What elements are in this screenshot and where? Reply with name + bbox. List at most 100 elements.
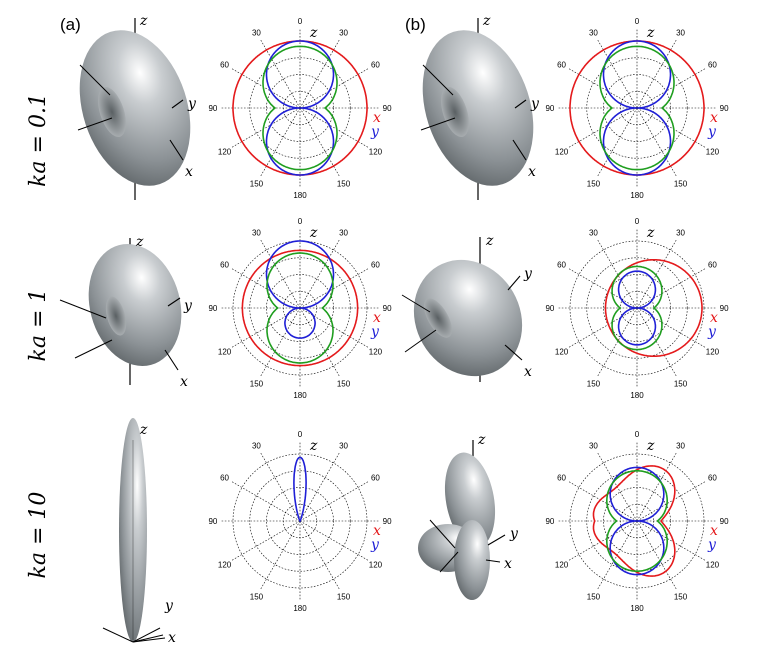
polar-grid-spoke — [636, 107, 677, 177]
polar-angle-label: 30 — [589, 442, 598, 451]
polar-angle-label: 30 — [339, 442, 348, 451]
polar-z-label: z — [646, 438, 655, 454]
polar-grid-spoke — [568, 481, 638, 522]
polar-series-z — [606, 470, 668, 573]
polar-grid-spoke — [260, 307, 301, 377]
polar-angle-label: 150 — [250, 179, 264, 188]
svg-text:y: y — [530, 96, 540, 112]
polar-angle-label: 90 — [383, 104, 392, 113]
polar-angle-label: 60 — [220, 60, 229, 69]
polar-angle-label: 90 — [208, 304, 217, 313]
polar-angle-label: 30 — [339, 229, 348, 238]
polar-grid-ring — [586, 470, 688, 572]
polar-angle-label: 60 — [220, 260, 229, 269]
polar-grid-spoke — [231, 307, 301, 348]
polar-angle-label: 90 — [383, 304, 392, 313]
polar-grid-spoke — [231, 107, 301, 148]
polar-plot-b-ka1: 0 30 30 60 60 90 90 120 120 150 150 180 z xy — [545, 217, 729, 400]
row-label-ka10: ka = 10 — [26, 492, 51, 579]
polar-angle-label: 0 — [298, 17, 303, 26]
polar-angle-label: 90 — [720, 517, 729, 526]
polar-series-x — [241, 249, 359, 367]
polar-grid-spoke — [260, 520, 301, 590]
svg-text:z: z — [482, 13, 491, 29]
polar-grid-spoke — [299, 481, 369, 522]
polar-y-label: y — [707, 324, 717, 340]
polar-grid-spoke — [568, 307, 638, 348]
polar-angle-label: 90 — [545, 104, 554, 113]
polar-grid-ring — [586, 57, 688, 159]
polar-angle-label: 60 — [220, 473, 229, 482]
polar-plot-a-ka10: 0 30 30 60 60 90 90 120 120 150 150 180 z xy — [208, 430, 392, 613]
polar-series-y — [293, 456, 307, 522]
svg-text:y: y — [183, 298, 193, 314]
polar-series-x — [592, 465, 676, 577]
svg-text:x: x — [504, 556, 512, 572]
polar-grid-ring — [569, 453, 705, 589]
polar-plot-b-ka10: 0 30 30 60 60 90 90 120 120 150 150 180 z xy — [545, 430, 729, 613]
svg-text:x: x — [524, 364, 532, 380]
polar-y-label: y — [707, 124, 717, 140]
svg-text:z: z — [139, 13, 148, 29]
polar-grid-spoke — [597, 239, 638, 309]
polar-angle-label: 180 — [630, 391, 644, 400]
polar-z-label: z — [309, 25, 318, 41]
polar-grid-spoke — [231, 481, 301, 522]
polar-z-label: z — [309, 225, 318, 241]
polar-angle-label: 120 — [555, 148, 569, 157]
surface-b-ka01: z y x — [420, 13, 540, 200]
polar-angle-label: 60 — [557, 260, 566, 269]
polar-grid-spoke — [597, 107, 638, 177]
polar-angle-label: 150 — [587, 379, 601, 388]
polar-grid-ring — [586, 257, 688, 359]
polar-grid-spoke — [260, 239, 301, 309]
row-label-ka01: ka = 0.1 — [26, 93, 51, 187]
polar-grid-spoke — [231, 268, 301, 309]
polar-angle-label: 120 — [218, 148, 232, 157]
polar-angle-label: 60 — [557, 473, 566, 482]
polar-angle-label: 150 — [674, 179, 688, 188]
polar-angle-label: 180 — [630, 191, 644, 200]
svg-text:x: x — [168, 630, 176, 646]
row-label-ka1: ka = 1 — [26, 289, 51, 362]
polar-grid-spoke — [231, 520, 301, 561]
polar-angle-label: 30 — [676, 229, 685, 238]
polar-angle-label: 0 — [635, 17, 640, 26]
polar-grid-spoke — [299, 39, 340, 109]
polar-angle-label: 150 — [337, 179, 351, 188]
surface-a-ka1: z y x — [59, 234, 193, 390]
polar-grid-spoke — [299, 107, 340, 177]
polar-x-label: x — [373, 310, 381, 326]
polar-angle-label: 30 — [589, 29, 598, 38]
svg-text:y: y — [509, 526, 519, 542]
polar-angle-label: 30 — [589, 229, 598, 238]
polar-angle-label: 90 — [383, 517, 392, 526]
svg-text:z: z — [477, 432, 486, 448]
polar-series-z — [266, 252, 334, 364]
polar-angle-label: 120 — [218, 348, 232, 357]
polar-x-label: x — [710, 310, 718, 326]
polar-angle-label: 150 — [674, 592, 688, 601]
surface-a-ka10: z y x — [102, 418, 176, 646]
polar-z-label: z — [309, 438, 318, 454]
polar-angle-label: 90 — [545, 517, 554, 526]
polar-angle-label: 90 — [545, 304, 554, 313]
polar-angle-label: 0 — [635, 217, 640, 226]
surface-b-ka10: z y x — [418, 432, 519, 600]
polar-plot-b-ka01: 0 30 30 60 60 90 90 120 120 150 150 180 z xy — [545, 17, 729, 200]
polar-angle-label: 180 — [293, 604, 307, 613]
polar-z-label: z — [646, 25, 655, 41]
svg-text:x: x — [185, 164, 193, 180]
polar-angle-label: 120 — [369, 348, 383, 357]
polar-angle-label: 120 — [555, 561, 569, 570]
polar-x-label: x — [373, 523, 381, 539]
polar-angle-label: 60 — [708, 60, 717, 69]
polar-angle-label: 90 — [720, 304, 729, 313]
polar-angle-label: 150 — [337, 379, 351, 388]
polar-angle-label: 30 — [252, 29, 261, 38]
polar-series-x — [604, 259, 703, 357]
svg-text:y: y — [523, 266, 533, 282]
polar-angle-label: 0 — [298, 217, 303, 226]
polar-grid-spoke — [636, 520, 706, 561]
polar-grid-ring — [249, 257, 351, 359]
